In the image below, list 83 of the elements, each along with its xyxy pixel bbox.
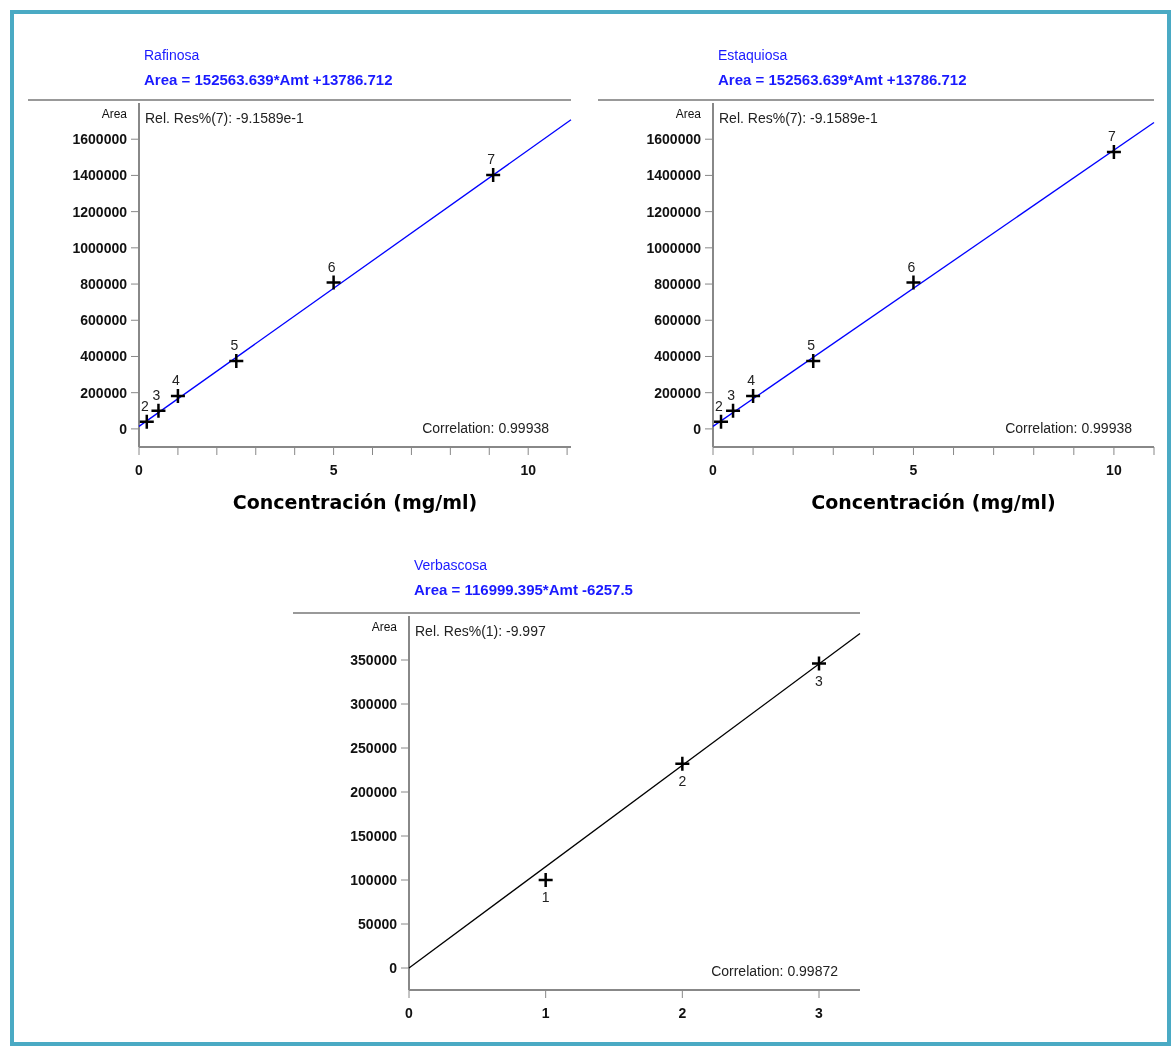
annotation: Rel. Res%(1): -9.997 (415, 623, 546, 639)
annotation: Correlation: 0.99938 (1005, 420, 1133, 436)
y-tick-label: 1000000 (646, 239, 702, 256)
y-tick-label: 1600000 (72, 131, 128, 148)
point (712, 413, 730, 430)
chart-subtitle: Area = 116999.395*Amt -6257.5 (414, 581, 633, 598)
x-tick-label: 0 (709, 462, 718, 478)
annotation: 2 (678, 772, 687, 789)
annotation: 5 (230, 337, 239, 353)
y-tick-label: 50000 (358, 916, 398, 932)
annotation: 2 (140, 397, 149, 414)
point (905, 274, 922, 291)
annotation: 3 (152, 386, 161, 403)
point (150, 402, 167, 420)
annotation: 1 (541, 889, 550, 905)
point (724, 402, 742, 420)
y-tick-label: 400000 (654, 348, 702, 365)
y-tick-label: 1200000 (646, 203, 702, 220)
annotation: 3 (727, 386, 736, 403)
y-tick-label: 800000 (80, 276, 128, 293)
chart-subtitle: Area = 152563.639*Amt +13786.712 (718, 71, 967, 88)
y-tick-label: 600000 (80, 312, 128, 329)
point (325, 274, 342, 291)
y-tick-label: 200000 (80, 384, 128, 401)
point (1105, 143, 1123, 161)
point (138, 413, 156, 430)
y-tick-label: 1400000 (72, 167, 128, 184)
annotation: 6 (907, 258, 916, 275)
point (810, 655, 828, 672)
point (804, 352, 822, 370)
chart-title: Rafinosa (144, 47, 200, 63)
y-tick-label: 800000 (654, 276, 702, 293)
annotation: 6 (327, 258, 336, 275)
y-axis-title: Area (101, 107, 128, 121)
x-tick-label: 3 (815, 1005, 824, 1021)
annotation: 3 (815, 672, 824, 689)
y-tick-label: 100000 (350, 872, 398, 888)
y-tick-label: 0 (693, 420, 702, 437)
point (537, 871, 554, 889)
y-tick-label: 400000 (80, 348, 128, 365)
y-axis-title: Area (675, 107, 702, 121)
annotation: Correlation: 0.99938 (422, 420, 550, 436)
annotation: 5 (807, 337, 816, 353)
y-tick-label: 1400000 (646, 167, 702, 184)
x-axis-title: Concentración (mg/ml) (232, 491, 478, 513)
y-tick-label: 250000 (350, 740, 398, 756)
chart-subtitle: Area = 152563.639*Amt +13786.712 (144, 71, 393, 88)
chart-title: Verbascosa (414, 557, 488, 573)
x-tick-label: 10 (520, 462, 537, 478)
y-tick-label: 0 (119, 420, 128, 437)
annotation: 4 (172, 371, 181, 388)
y-axis-title: Area (371, 620, 398, 634)
x-tick-label: 0 (135, 462, 144, 478)
x-tick-label: 5 (329, 462, 338, 478)
annotation: 4 (747, 371, 756, 388)
chart-title: Estaquiosa (718, 47, 788, 63)
x-tick-label: 10 (1106, 462, 1122, 478)
y-tick-label: 1600000 (646, 131, 702, 148)
point (674, 755, 691, 773)
y-tick-label: 200000 (654, 384, 702, 401)
point (228, 352, 245, 370)
x-axis-title: Concentración (mg/ml) (811, 491, 1056, 513)
x-tick-label: 5 (909, 462, 918, 478)
annotation: 7 (487, 150, 496, 167)
point (169, 387, 187, 405)
y-tick-label: 1000000 (72, 239, 128, 256)
y-tick-label: 350000 (350, 652, 398, 668)
x-tick-label: 2 (678, 1005, 687, 1021)
annotation: Rel. Res%(7): -9.1589e-1 (145, 110, 304, 126)
annotation: 7 (1108, 127, 1117, 144)
x-tick-label: 1 (541, 1005, 550, 1021)
point (484, 166, 502, 184)
y-tick-label: 200000 (350, 784, 398, 800)
y-tick-label: 600000 (654, 312, 702, 329)
y-tick-label: 300000 (350, 696, 398, 712)
y-tick-label: 1200000 (72, 203, 128, 220)
annotation: 2 (715, 397, 724, 414)
y-tick-label: 0 (389, 960, 398, 976)
y-tick-label: 150000 (350, 828, 398, 844)
point (744, 387, 762, 405)
annotation: Correlation: 0.99872 (711, 963, 839, 979)
x-tick-label: 0 (405, 1005, 414, 1021)
annotation: Rel. Res%(7): -9.1589e-1 (719, 110, 878, 126)
